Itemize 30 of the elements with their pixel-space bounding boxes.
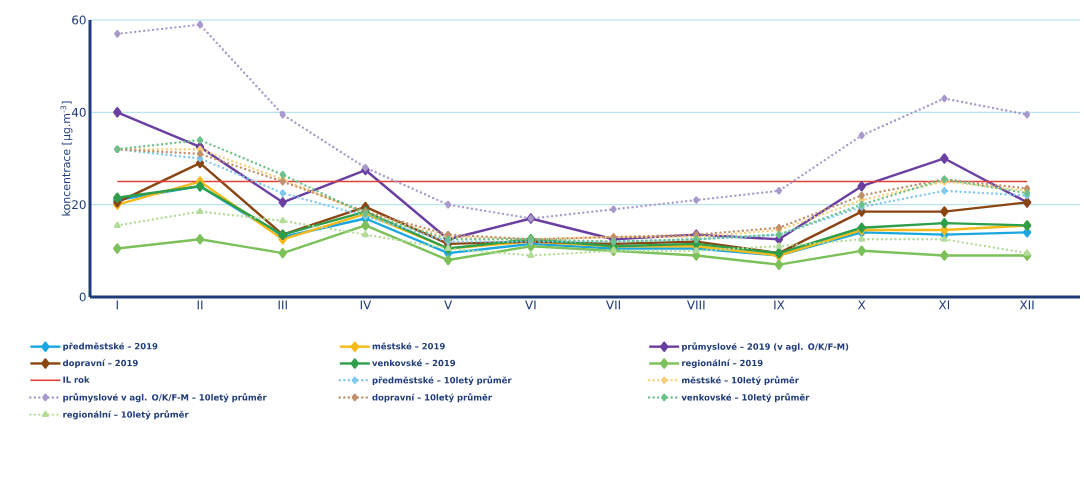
legend-label: předměstské – 10letý průměr xyxy=(372,375,512,386)
x-tick-label: VIII xyxy=(686,300,705,310)
x-tick-label: II xyxy=(197,300,203,310)
legend-label: průmyslové v agl. O/K/F-M – 10letý průměr xyxy=(63,392,267,403)
legend-label: předměstské – 2019 xyxy=(63,342,158,352)
y-tick-label: 20 xyxy=(72,200,86,210)
legend-label: průmyslové – 2019 (v agl. O/K/F-M) xyxy=(682,342,849,352)
x-tick-label: XII xyxy=(1019,300,1034,310)
legend-label: dopravní – 10letý průměr xyxy=(372,392,492,403)
x-tick-label: IV xyxy=(360,300,372,310)
legend-label: venkovské – 10letý průměr xyxy=(681,392,810,403)
x-tick-label: VII xyxy=(606,300,620,310)
legend-label: dopravní – 2019 xyxy=(62,359,138,368)
y-axis-title: koncentrace [µg.m$^{-3}$] xyxy=(60,101,73,216)
legend-label: regionální – 10letý průměr xyxy=(63,410,189,420)
legend-label: venkovské – 2019 xyxy=(372,359,456,367)
legend-label: městské – 2019 xyxy=(372,342,445,350)
x-tick-label: IX xyxy=(774,300,785,310)
y-tick-label: 60 xyxy=(72,15,86,25)
x-tick-label: XI xyxy=(938,300,950,310)
x-tick-label: III xyxy=(278,300,287,310)
y-tick-label: 0 xyxy=(79,292,86,302)
legend-label: městské – 10letý průměr xyxy=(682,375,799,386)
x-tick-label: VI xyxy=(525,300,536,310)
y-tick-label: 40 xyxy=(71,107,86,117)
x-tick-label: X xyxy=(857,300,866,310)
legend-label: regionální – 2019 xyxy=(682,359,763,368)
legend-label: IL rok xyxy=(63,376,90,383)
x-tick-label: I xyxy=(116,300,118,310)
x-tick-label: V xyxy=(444,300,453,310)
